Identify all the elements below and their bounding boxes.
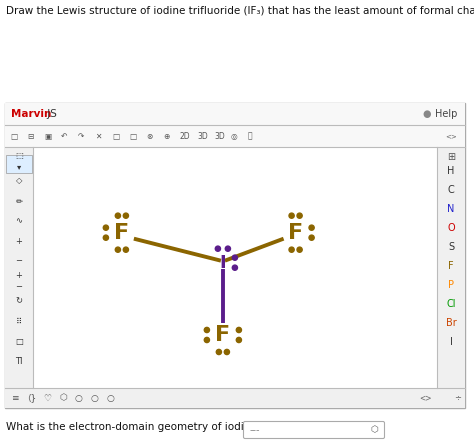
Bar [437,147,465,388]
Text: <>: <> [445,133,457,139]
Circle shape [297,213,302,218]
Text: Br: Br [446,318,456,328]
Text: ✕: ✕ [95,132,101,140]
FancyBboxPatch shape [244,422,384,439]
Circle shape [309,225,314,230]
Circle shape [115,247,120,252]
Circle shape [103,225,109,230]
Bar [5,147,33,388]
Text: ↷: ↷ [78,132,84,140]
Text: ⓘ: ⓘ [248,132,253,140]
Text: F: F [448,261,454,271]
Text: +: + [16,237,22,246]
Circle shape [236,327,241,333]
Text: ○: ○ [75,393,83,403]
Text: ▣: ▣ [44,132,51,140]
Circle shape [216,349,221,355]
Text: Help: Help [435,109,457,119]
Text: Cl: Cl [446,299,456,309]
Text: ↶: ↶ [61,132,67,140]
Text: ∿: ∿ [16,216,22,225]
Text: ◎: ◎ [231,132,237,140]
Circle shape [103,235,109,240]
Bar [6,155,32,173]
Text: ≡: ≡ [11,393,18,403]
Text: ○: ○ [107,393,115,403]
Circle shape [225,246,230,251]
Circle shape [224,349,229,355]
Text: ⬚
▾: ⬚ ▾ [15,151,23,171]
Text: ♡: ♡ [43,393,51,403]
Text: S: S [448,242,454,252]
Text: Draw the Lewis structure of iodine trifluoride (IF₃) that has the least amount o: Draw the Lewis structure of iodine trifl… [6,6,474,16]
Text: ⊞: ⊞ [447,152,455,162]
Text: ÷: ÷ [454,393,461,403]
Circle shape [115,213,120,218]
Text: O: O [447,223,455,233]
Circle shape [289,213,294,218]
Text: F: F [114,223,129,243]
Text: <>: <> [419,393,432,403]
Text: ⟨}: ⟨} [27,393,36,403]
Text: ⊟: ⊟ [27,132,33,140]
Text: +
−: + − [16,271,22,291]
Text: JS: JS [44,109,57,119]
Circle shape [123,213,128,218]
Circle shape [289,247,294,252]
Circle shape [215,246,220,251]
Text: 3D: 3D [214,132,225,140]
Text: ⠿: ⠿ [16,316,22,326]
Circle shape [297,247,302,252]
Text: ✏: ✏ [16,197,22,205]
Text: ●: ● [422,109,431,119]
Text: ---: --- [250,425,261,435]
Text: I: I [449,337,453,347]
Text: □: □ [10,132,17,140]
Circle shape [236,337,241,343]
Text: □: □ [112,132,119,140]
Text: I: I [219,254,226,271]
Text: TI: TI [15,356,23,366]
Circle shape [309,235,314,240]
Text: F: F [215,325,230,345]
Text: ○: ○ [91,393,99,403]
Text: F: F [288,223,303,243]
Text: □: □ [129,132,136,140]
Text: ⬡: ⬡ [370,425,378,435]
Circle shape [123,247,128,252]
Text: P: P [448,280,454,290]
Bar [5,388,465,408]
Bar [5,103,465,125]
Text: □: □ [15,337,23,345]
Text: ⊗: ⊗ [146,132,152,140]
Text: −: − [16,257,22,265]
Bar [5,125,465,147]
Text: ↻: ↻ [16,297,22,305]
Text: Marvin: Marvin [11,109,51,119]
Circle shape [232,265,237,270]
Text: 2D: 2D [180,132,191,140]
Text: ⊕: ⊕ [163,132,169,140]
Text: What is the electron-domain geometry of iodine trifluoride?: What is the electron-domain geometry of … [6,422,317,432]
Text: N: N [447,204,455,214]
Circle shape [232,255,237,260]
Text: ⬡: ⬡ [59,393,67,403]
Bar [5,103,465,408]
Text: ◇: ◇ [16,176,22,186]
Text: C: C [447,185,455,195]
Circle shape [204,337,210,343]
Text: H: H [447,166,455,176]
Circle shape [204,327,210,333]
Bar [33,147,437,388]
Text: 3D: 3D [197,132,208,140]
